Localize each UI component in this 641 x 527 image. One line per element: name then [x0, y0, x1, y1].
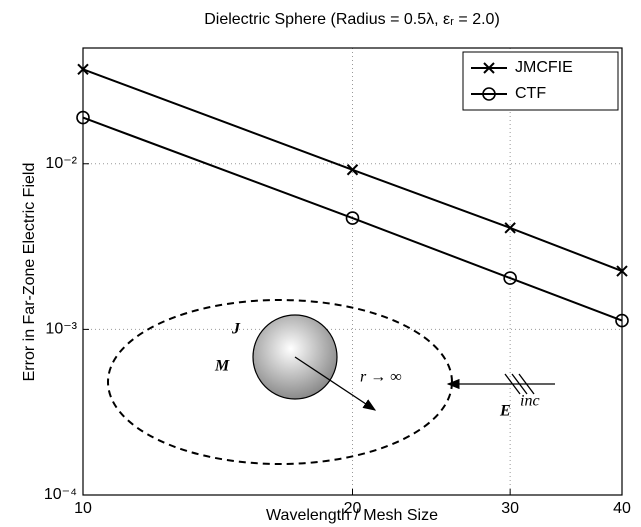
y-tick-label: 10⁻² — [45, 155, 77, 172]
data-point — [616, 265, 628, 277]
y-axis-label: Error in Far-Zone Electric Field — [21, 163, 38, 382]
x-axis-label: Wavelength / Mesh Size — [266, 507, 438, 524]
label-r: r → ∞ — [360, 369, 402, 386]
label-m: M — [214, 358, 230, 375]
x-tick-label: 10 — [74, 500, 92, 517]
inset-diagram: J M r → ∞ E inc — [107, 299, 555, 465]
data-point — [76, 110, 90, 125]
legend-marker — [483, 62, 495, 74]
y-tick-label: 10⁻⁴ — [44, 486, 77, 503]
chart-title: Dielectric Sphere (Radius = 0.5λ, εᵣ = 2… — [204, 11, 500, 28]
label-inc: inc — [520, 393, 540, 410]
data-point — [504, 222, 516, 234]
radius-arrow — [294, 356, 377, 411]
plot-area: 10⁻⁴ 10⁻³ 10⁻² 10 20 30 40 — [44, 47, 631, 517]
legend: JMCFIE CTF — [462, 51, 619, 111]
series-line — [82, 116, 623, 322]
x-tick-label: 30 — [501, 500, 519, 517]
data-point — [346, 164, 359, 176]
x-tick-label: 40 — [613, 500, 631, 517]
data-point — [503, 271, 517, 285]
legend-label: CTF — [515, 85, 546, 102]
data-point — [77, 63, 89, 75]
plot-frame — [83, 48, 622, 495]
legend-box — [462, 51, 619, 111]
data-point — [345, 211, 360, 225]
label-j: J — [231, 321, 241, 338]
x-tick-label: 20 — [344, 500, 362, 517]
legend-marker — [482, 87, 496, 101]
series-line — [82, 68, 623, 272]
legend-label: JMCFIE — [515, 59, 573, 76]
y-tick-label: 10⁻³ — [45, 321, 77, 338]
hatch — [504, 373, 535, 395]
data-point — [615, 313, 629, 328]
label-e: E — [499, 403, 511, 420]
